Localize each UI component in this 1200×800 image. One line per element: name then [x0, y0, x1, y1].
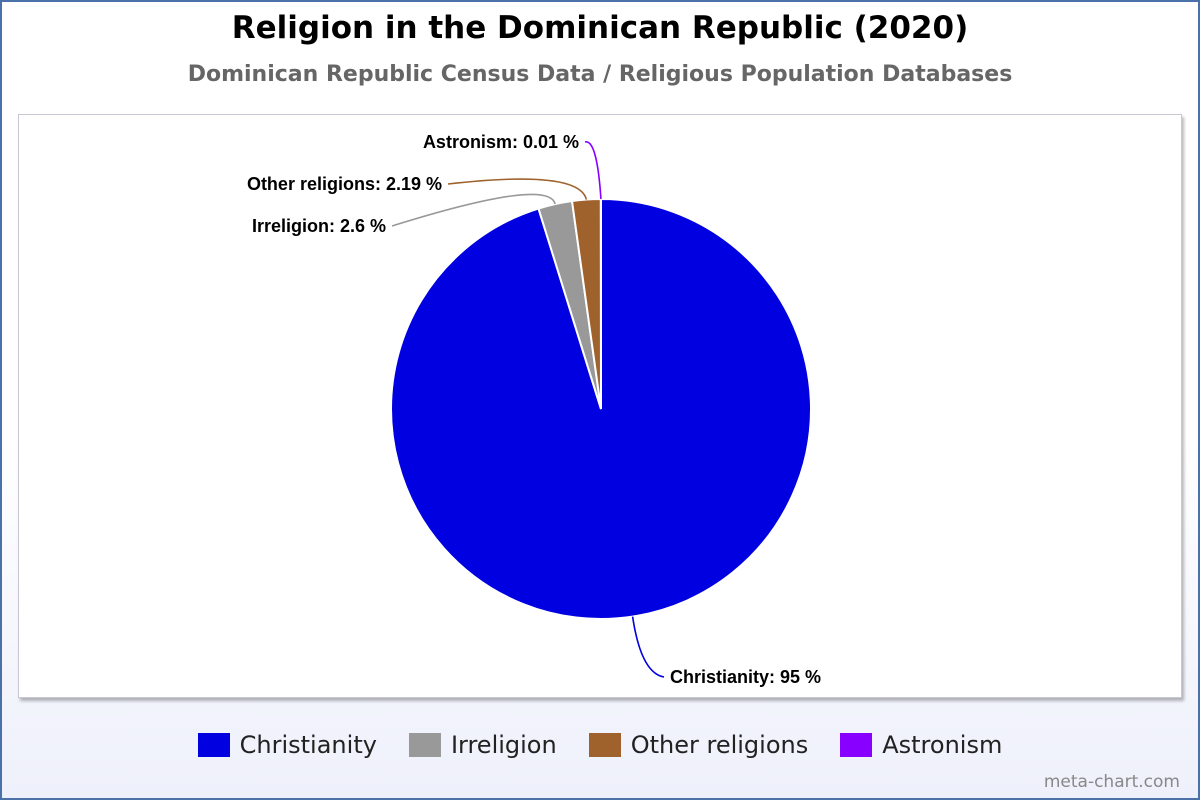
- pie-chart: Christianity: 95 % Irreligion: 2.6 % Other…: [247, 132, 821, 687]
- legend: Christianity Irreligion Other religions …: [0, 731, 1200, 759]
- legend-label: Irreligion: [450, 731, 557, 759]
- legend-item-irreligion[interactable]: Irreligion: [408, 731, 557, 759]
- legend-swatch: [588, 733, 621, 757]
- legend-label: Christianity: [239, 731, 377, 759]
- legend-label: Other religions: [630, 731, 809, 759]
- legend-swatch: [408, 733, 441, 757]
- legend-swatch: [840, 733, 873, 757]
- data-label-other-religions: Other religions: 2.19 %: [247, 174, 442, 194]
- data-label-christianity: Christianity: 95 %: [670, 667, 821, 687]
- data-label-irreligion: Irreligion: 2.6 %: [252, 216, 386, 236]
- legend-swatch: [197, 733, 230, 757]
- leader-line-astronism: [584, 141, 602, 200]
- legend-label: Astronism: [882, 731, 1003, 759]
- legend-item-other-religions[interactable]: Other religions: [588, 731, 809, 759]
- legend-item-christianity[interactable]: Christianity: [197, 731, 377, 759]
- leader-line-christianity: [631, 616, 665, 678]
- leader-line-irreligion: [391, 193, 556, 227]
- chart-title: Religion in the Dominican Republic (2020…: [231, 10, 969, 46]
- credit-text[interactable]: meta-chart.com: [1043, 772, 1180, 792]
- chart-subtitle: Dominican Republic Census Data / Religio…: [187, 62, 1013, 87]
- data-label-astronism: Astronism: 0.01 %: [423, 132, 579, 152]
- legend-item-astronism[interactable]: Astronism: [840, 731, 1002, 759]
- leader-line-other-religions: [447, 178, 588, 200]
- plot-area: Christianity: 95 % Irreligion: 2.6 % Other…: [18, 114, 1182, 698]
